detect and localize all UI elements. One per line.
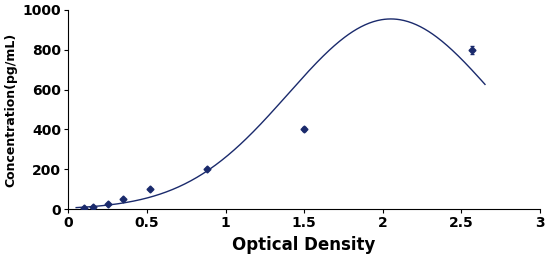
Y-axis label: Concentration(pg/mL): Concentration(pg/mL) xyxy=(4,32,17,187)
X-axis label: Optical Density: Optical Density xyxy=(232,236,376,254)
